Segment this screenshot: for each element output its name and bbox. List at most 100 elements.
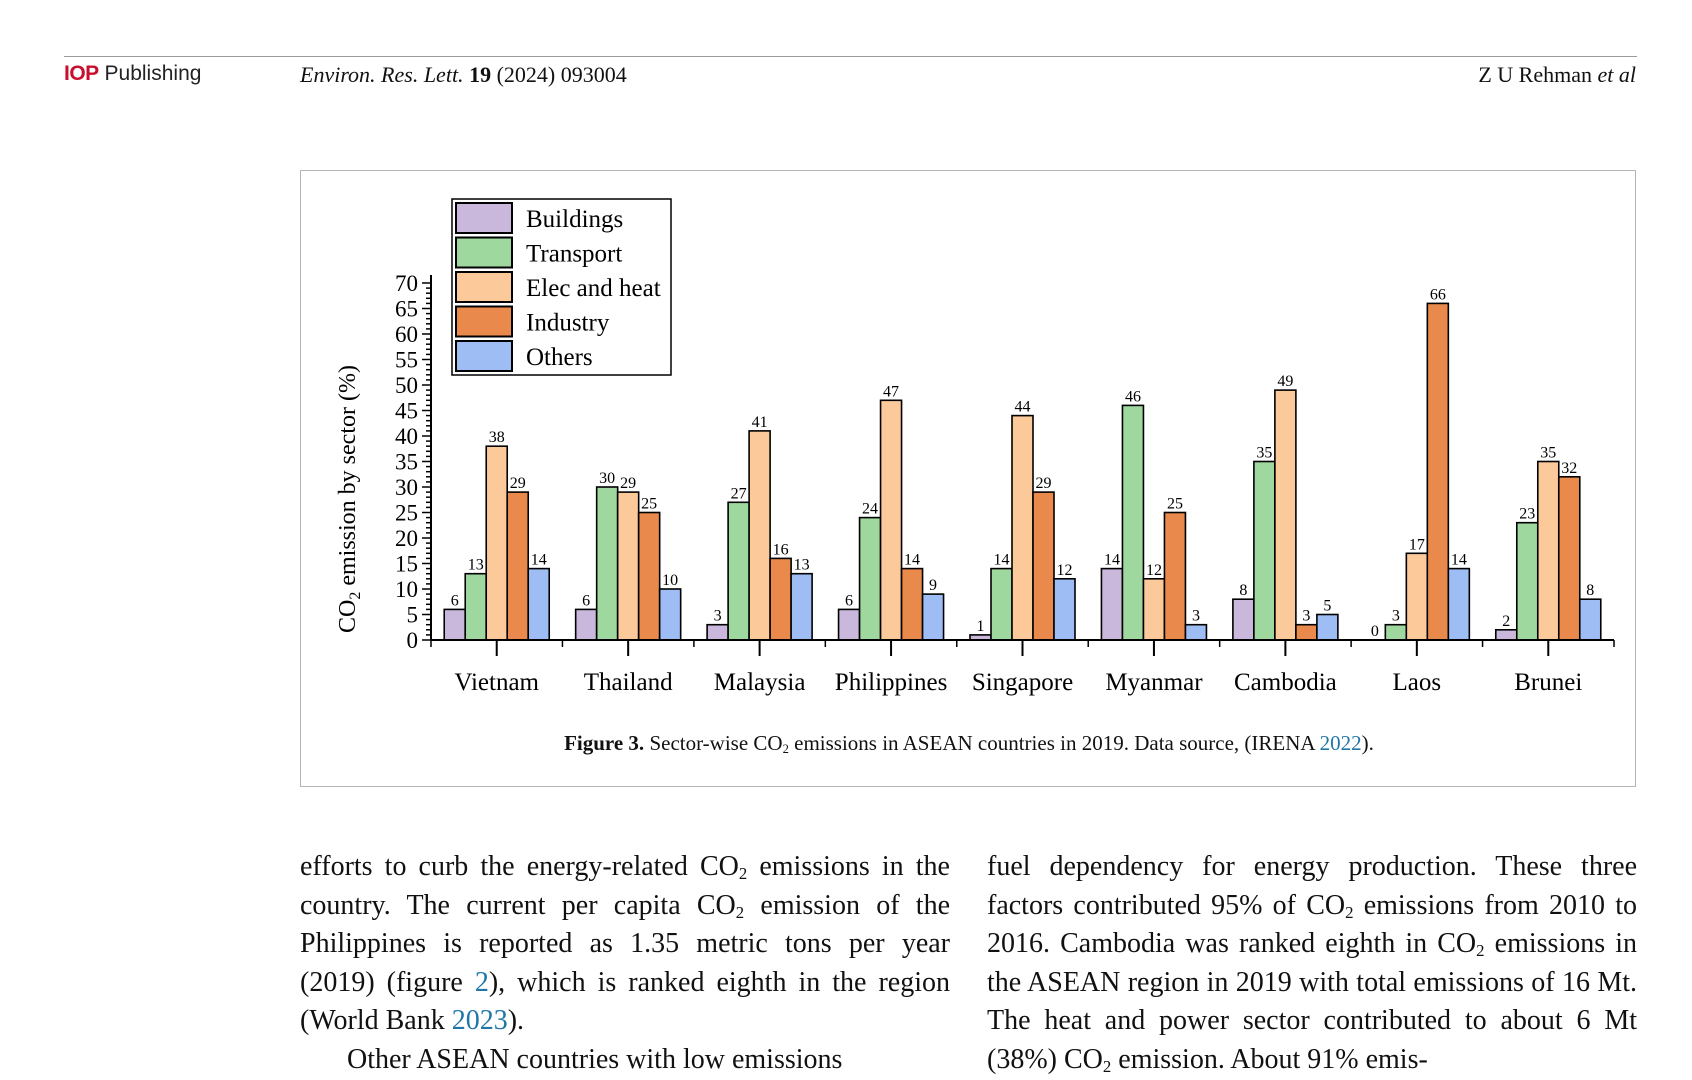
bar-value-label: 8 (1586, 582, 1594, 599)
bar-value-label: 14 (904, 552, 920, 569)
bar (1053, 577, 1076, 641)
bar (1032, 491, 1055, 641)
publisher-brand: IOP (64, 62, 99, 85)
text-run: emission. About 91% emis- (1111, 1043, 1428, 1075)
bar (616, 491, 640, 641)
bar-value-label: 3 (1302, 608, 1310, 625)
y-tick-label: 10 (395, 577, 418, 602)
bar-value-label: 13 (468, 557, 484, 574)
bar (658, 588, 682, 641)
bar-value-label: 44 (1015, 399, 1031, 416)
bar (1295, 623, 1318, 641)
x-tick-label: Laos (1393, 669, 1442, 696)
bar-value-label: 3 (714, 608, 722, 625)
text-run: emissions in the country. The current pe… (300, 851, 950, 921)
y-tick-label: 30 (395, 475, 418, 500)
bar-value-label: 32 (1561, 460, 1577, 477)
y-tick-label: 70 (395, 271, 418, 296)
legend-entry: Transport (526, 241, 622, 268)
publisher-word: Publishing (104, 62, 202, 85)
bar (1515, 521, 1539, 641)
running-header: IOP Publishing Environ. Res. Lett. 19 (2… (0, 58, 1692, 92)
caption-ref-link[interactable]: 2022 (1319, 731, 1362, 755)
bar-value-label: 35 (1540, 445, 1556, 462)
bar-value-label: 16 (773, 541, 789, 558)
bar (1253, 460, 1276, 641)
text-run: Other ASEAN countries with low emissions (347, 1043, 843, 1075)
bar (1494, 628, 1518, 641)
journal-year-article: (2024) 093004 (496, 62, 627, 87)
text-run: ), which is ranked eighth in the region … (300, 966, 950, 1037)
bar (1232, 598, 1255, 641)
y-tick-label: 50 (395, 373, 418, 398)
bar (485, 445, 509, 641)
bar-value-label: 9 (929, 577, 937, 594)
body-column-left: efforts to curb the energy-related CO2 e… (300, 848, 950, 1079)
bar (1163, 511, 1187, 641)
bar (990, 567, 1013, 641)
legend-entry: Buildings (526, 206, 623, 233)
x-tick-label: Myanmar (1105, 669, 1203, 696)
paragraph: Other ASEAN countries with low emissions (300, 1041, 950, 1080)
legend-swatch (455, 340, 513, 372)
bar-value-label: 38 (489, 429, 505, 446)
y-tick-label: 35 (395, 450, 418, 475)
bar-value-label: 3 (1392, 608, 1400, 625)
bar (769, 557, 792, 641)
x-tick-label: Singapore (972, 669, 1073, 696)
text-run: efforts to curb the energy-related CO (300, 851, 739, 882)
bar-value-label: 27 (731, 485, 747, 502)
y-tick-label: 0 (407, 628, 419, 653)
bar (1100, 567, 1124, 641)
caption-text-c: ). (1361, 731, 1374, 755)
bar (637, 511, 661, 641)
bar (1121, 404, 1145, 641)
bar-value-label: 17 (1409, 536, 1425, 553)
bar (1011, 414, 1034, 641)
legend: Buildings Transport Elec and heat Industry O… (451, 198, 672, 376)
bar-value-label: 0 (1371, 623, 1379, 640)
y-axis-label: CO2 emission by sector (%) (335, 365, 364, 633)
legend-swatch (455, 202, 513, 234)
x-tick-label: Vietnam (454, 669, 539, 696)
bar-value-label: 30 (599, 470, 615, 487)
text-run: emissions from 2010 to 2016. Cambodia wa… (987, 889, 1637, 960)
text-run: ). (507, 1005, 525, 1036)
bar-value-label: 5 (1323, 598, 1331, 615)
bar (727, 501, 750, 641)
bar (921, 593, 945, 641)
y-tick-label: 45 (395, 399, 418, 424)
bar-value-label: 1 (977, 618, 985, 635)
bar-value-label: 47 (883, 383, 899, 400)
bar-value-label: 46 (1125, 388, 1141, 405)
journal-citation: Environ. Res. Lett. 19 (2024) 093004 (300, 62, 627, 88)
subscript: 2 (738, 864, 748, 884)
journal-volume: 19 (469, 62, 492, 87)
citation-link[interactable]: 2023 (451, 1005, 508, 1036)
figure-ref-link[interactable]: 2 (474, 966, 489, 998)
bar-value-label: 2 (1502, 613, 1510, 630)
bar-value-label: 14 (1104, 552, 1120, 569)
legend-entry: Others (526, 344, 593, 371)
y-tick-label: 55 (395, 348, 418, 373)
bar-value-label: 14 (1451, 552, 1467, 569)
y-tick-label: 40 (395, 424, 418, 449)
bar-value-label: 35 (1256, 445, 1272, 462)
bar (1142, 577, 1166, 641)
bar (1557, 475, 1581, 641)
bar-value-label: 3 (1192, 608, 1200, 625)
bar-value-label: 29 (1036, 475, 1052, 492)
bar-value-label: 25 (1167, 496, 1183, 513)
y-tick-label: 15 (395, 552, 418, 577)
author-names: Z U Rehman (1478, 62, 1592, 87)
bar (443, 608, 467, 641)
caption-sub: 2 (782, 742, 789, 757)
text-run: fuel dependency for energy production. T… (987, 851, 1637, 921)
caption-label: Figure 3. (564, 731, 645, 755)
body-column-right: fuel dependency for energy production. T… (987, 848, 1637, 1079)
publisher-logo: IOP Publishing (64, 62, 201, 86)
bar (595, 486, 619, 641)
figure-3: 0 5 10 15 20 25 30 35 40 45 50 55 60 65 70 6 13 38 29 14 6 3… (300, 170, 1636, 787)
bar (748, 430, 771, 641)
